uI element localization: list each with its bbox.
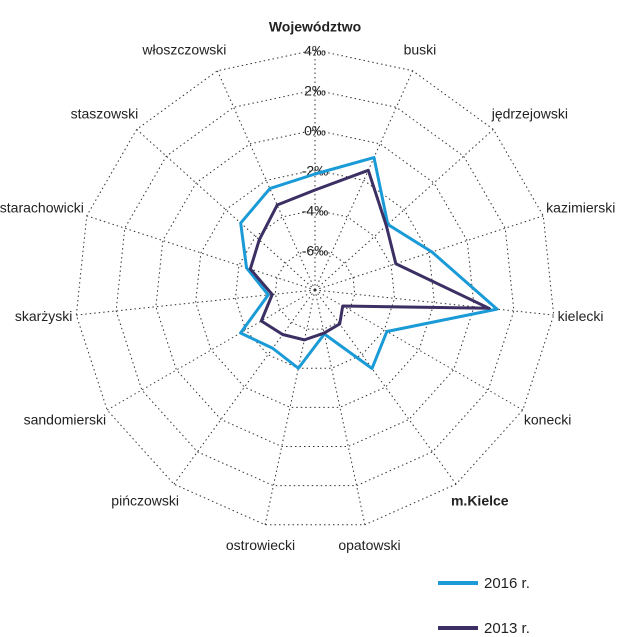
category-label: starachowicki bbox=[0, 200, 84, 216]
grid-ring bbox=[274, 249, 356, 330]
y-tick-label: 2‰ bbox=[304, 83, 326, 99]
series-line bbox=[239, 156, 499, 370]
grid-ring bbox=[115, 89, 515, 487]
category-label: kielecki bbox=[558, 308, 604, 324]
y-tick-label: -4‰ bbox=[302, 203, 328, 219]
spoke bbox=[264, 289, 316, 525]
spoke bbox=[314, 289, 554, 316]
category-label: skarżyski bbox=[15, 308, 73, 324]
spoke bbox=[76, 289, 316, 316]
category-label: konecki bbox=[524, 412, 571, 428]
series-line bbox=[248, 168, 491, 342]
spoke bbox=[173, 289, 316, 485]
y-tick-label: -6‰ bbox=[302, 243, 328, 259]
category-label: sandomierski bbox=[24, 412, 106, 428]
y-tick-label: 0‰ bbox=[304, 123, 326, 139]
category-label: Województwo bbox=[269, 19, 361, 35]
grid-ring bbox=[75, 49, 555, 526]
category-label: opatowski bbox=[338, 537, 400, 553]
category-label: włoszczowski bbox=[141, 41, 226, 57]
grid-ring bbox=[195, 169, 435, 408]
category-label: jędrzejowski bbox=[491, 105, 568, 121]
category-label: m.Kielce bbox=[451, 493, 509, 509]
spoke bbox=[106, 289, 316, 411]
category-label: staszowski bbox=[71, 105, 139, 121]
y-tick-label: 4‰ bbox=[304, 43, 326, 59]
spoke bbox=[314, 289, 457, 485]
legend-label: 2013 r. bbox=[484, 620, 530, 637]
category-label: pińczowski bbox=[111, 493, 179, 509]
category-label: ostrowiecki bbox=[226, 537, 295, 553]
legend-label: 2016 r. bbox=[484, 575, 530, 592]
category-label: buski bbox=[404, 41, 437, 57]
category-label: kazimierski bbox=[546, 200, 615, 216]
